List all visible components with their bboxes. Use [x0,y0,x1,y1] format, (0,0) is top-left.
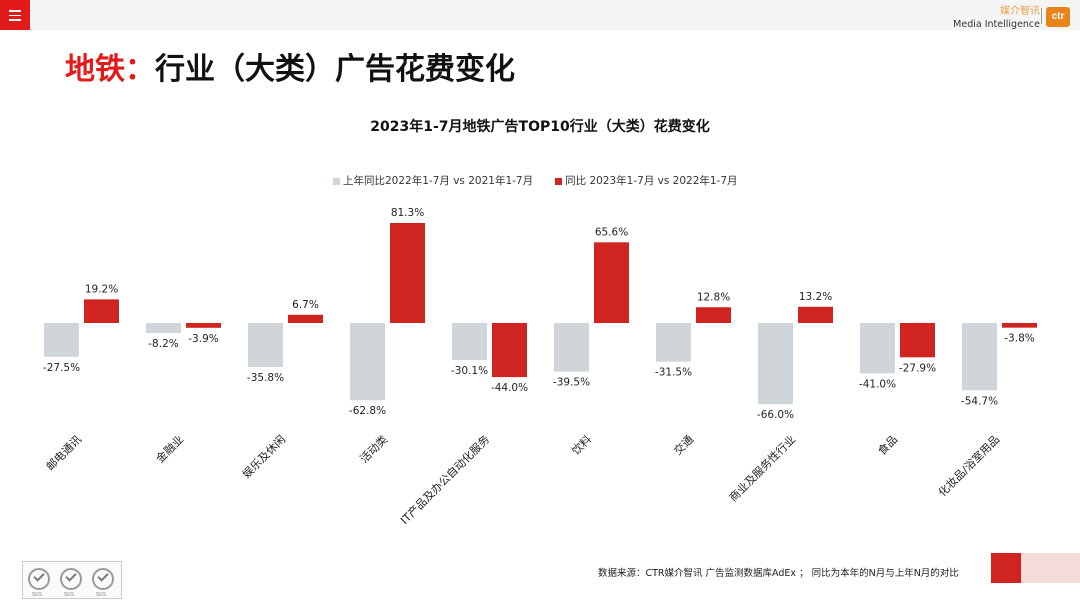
legend-label-prev: 上年同比2022年1-7月 vs 2021年1-7月 [343,175,534,187]
data-label-prev-9: -54.7% [961,395,998,407]
legend-item-prev: 上年同比2022年1-7月 vs 2021年1-7月 [333,174,533,188]
bar-prev-5 [554,323,589,372]
bar-curr-0 [84,299,119,323]
brand-text: 媒介智讯 Media Intelligence [953,7,1040,30]
legend-label-curr: 同比 2023年1-7月 vs 2022年1-7月 [565,175,738,187]
bar-prev-6 [656,323,691,362]
data-label-curr-9: -3.8% [1004,333,1034,345]
bar-prev-3 [350,323,385,401]
data-label-curr-2: 6.7% [292,299,319,311]
data-label-prev-4: -30.1% [451,365,488,377]
data-label-prev-3: -62.8% [349,405,386,417]
bar-curr-5 [594,242,629,323]
brand-cn: 媒介智讯 [1000,6,1040,17]
chart-title: 2023年1-7月地铁广告TOP10行业（大类）花费变化 [370,119,710,135]
data-label-prev-5: -39.5% [553,377,590,389]
category-label-6: 交通 [671,432,696,457]
bar-curr-7 [798,306,833,323]
bar-prev-8 [860,323,895,374]
bar-curr-2 [288,314,323,323]
bar-prev-7 [758,323,793,405]
bar-curr-4 [492,323,527,378]
sgs-label: SGS [96,592,107,598]
data-label-curr-4: -44.0% [491,382,528,394]
data-label-curr-0: 19.2% [85,283,118,295]
bar-prev-9 [962,323,997,391]
sgs-label: SGS [32,592,43,598]
data-label-prev-1: -8.2% [148,338,178,350]
data-label-curr-6: 12.8% [697,291,730,303]
category-label-8: 食品 [875,432,900,457]
data-label-curr-1: -3.9% [188,333,218,345]
footer-accent-red [991,553,1021,583]
brand-divider [1041,8,1042,24]
chart-legend: 上年同比2022年1-7月 vs 2021年1-7月 同比 2023年1-7月 v… [333,174,738,188]
data-label-curr-7: 13.2% [799,291,832,303]
page-title-rest: 行业（大类）广告花费变化 [155,52,515,87]
brand-en: Media Intelligence [953,19,1040,30]
bar-prev-2 [248,323,283,368]
sgs-badge-icon: SGS [26,566,54,598]
category-label-2: 娱乐及休闲 [239,432,288,481]
category-label-4: IT产品及办公自动化服务 [397,432,492,527]
page-title-highlight: 地铁： [65,52,155,87]
sgs-badge-icon: SGS [90,566,118,598]
data-label-prev-0: -27.5% [43,362,80,374]
data-source-note: 数据来源：CTR媒介智讯 广告监测数据库AdEx ； 同比为本年的N月与上年N月… [598,568,959,579]
bar-curr-1 [186,323,221,328]
ctr-logo-icon: ctr [1046,7,1070,27]
bar-curr-9 [1002,323,1037,328]
data-label-prev-8: -41.0% [859,378,896,390]
legend-swatch-curr [555,177,563,185]
data-label-prev-7: -66.0% [757,409,794,421]
data-label-prev-6: -31.5% [655,367,692,379]
data-label-curr-8: -27.9% [899,362,936,374]
data-label-prev-2: -35.8% [247,372,284,384]
data-label-curr-5: 65.6% [595,226,628,238]
category-label-3: 活动类 [357,432,390,465]
category-label-0: 邮电通讯 [44,433,84,473]
category-label-9: 化妆品/浴室用品 [935,432,1002,499]
page-title: 地铁：行业（大类）广告花费变化 [65,50,515,90]
data-label-curr-3: 81.3% [391,207,424,219]
legend-item-curr: 同比 2023年1-7月 vs 2022年1-7月 [555,174,738,188]
sgs-label: SGS [64,592,75,598]
bar-curr-3 [390,223,425,323]
top-bar: 媒介智讯 Media Intelligence ctr [0,0,1080,30]
bar-curr-6 [696,307,731,323]
legend-swatch-prev [333,177,340,185]
bar-prev-1 [146,323,181,334]
sgs-badge-icon: SGS [58,566,86,598]
bar-curr-8 [900,323,935,358]
certification-logos: SGS SGS SGS [22,561,122,599]
category-label-1: 金融业 [153,432,186,465]
bar-prev-0 [44,323,79,357]
category-label-7: 商业及服务性行业 [726,432,798,504]
bar-prev-4 [452,323,487,361]
category-label-5: 饮料 [569,432,594,457]
footer-accent-pink [1021,553,1080,583]
menu-icon[interactable] [0,0,30,30]
